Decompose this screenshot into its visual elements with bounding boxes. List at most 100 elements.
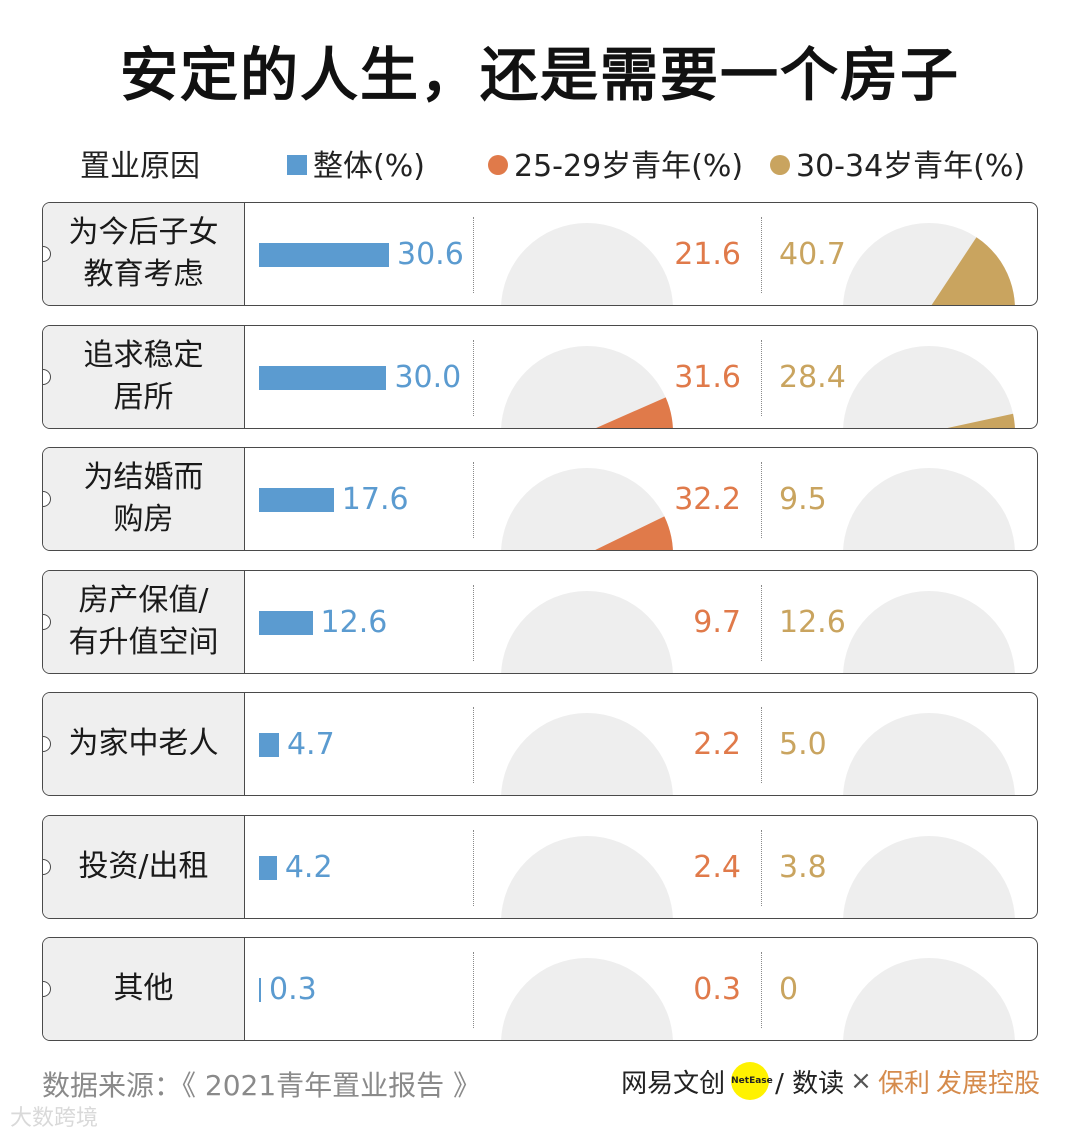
overall-bar [259, 733, 279, 757]
legend: 置业原因 整体(%) 25-29岁青年(%) 30-34岁青年(%) [0, 145, 1080, 189]
pie-mid-bg-6 [843, 958, 1015, 1040]
young-value: 0.3 [693, 972, 741, 1007]
young-value: 9.7 [693, 604, 741, 640]
overall-value: 30.0 [394, 359, 462, 395]
netease-logo-text: 网易文创 [621, 1068, 726, 1099]
column-divider-1 [473, 462, 474, 538]
row-label-line1: 为结婚而 [83, 460, 204, 495]
mid-value: 3.8 [779, 849, 827, 885]
overall-value: 4.2 [284, 849, 333, 885]
row-label: 为家中老人 [43, 693, 245, 795]
pie-young-2 [501, 468, 673, 550]
pie-mid-bg-3 [843, 590, 1015, 673]
pie-mid-slice-0 [931, 237, 1015, 305]
poly-logo-suffix: 发展控股 [935, 1068, 1040, 1099]
overall-bar [259, 855, 277, 880]
data-source: 数据来源：《 2021青年置业报告 》 [42, 1069, 482, 1102]
legend-30-34: 30-34岁青年(%) [770, 145, 1025, 189]
pie-young-bg-3 [501, 590, 673, 673]
column-divider-1 [473, 707, 474, 783]
row-label: 其他 [43, 938, 245, 1040]
legend-overall: 整体(%) [287, 145, 425, 189]
row-label-line2: 购房 [113, 502, 174, 537]
netease-circle-logo: NetEase [731, 1062, 773, 1100]
pie-young-3 [501, 590, 673, 673]
row-label-line2: 居所 [113, 379, 174, 415]
row-label-line1: 房产保值/ [78, 582, 209, 618]
young-value: 21.6 [674, 237, 741, 272]
column-divider-2 [761, 339, 762, 416]
row-label-line1: 为今后子女 [68, 215, 219, 250]
column-divider-2 [761, 952, 762, 1028]
watermark: 大数跨境 [10, 1106, 99, 1131]
overall-bar [259, 610, 313, 635]
pie-mid-bg-4 [843, 713, 1015, 795]
overall-bar [259, 488, 334, 512]
young-value: 31.6 [674, 359, 741, 395]
chart-row: 其他 0.3 0.3 0 [42, 937, 1038, 1041]
overall-value: 0.3 [269, 972, 317, 1007]
row-label: 为今后子女 教育考虑 [43, 203, 245, 305]
column-divider-1 [473, 217, 474, 293]
pie-mid-bg-5 [843, 835, 1015, 918]
row-label: 房产保值/有升值空间 [43, 570, 245, 673]
column-divider-1 [473, 584, 474, 661]
pie-mid-slice-1 [947, 413, 1015, 428]
pie-young-slice-2 [595, 516, 673, 550]
overall-value: 17.6 [341, 482, 409, 517]
legend-category-header: 置业原因 [80, 149, 200, 184]
pie-mid-1 [843, 345, 1015, 428]
page-title: 安定的人生，还是需要一个房子 [119, 41, 960, 109]
overall-bar [259, 365, 387, 390]
chart-row: 投资/出租 4.2 2.4 3.8 [42, 814, 1038, 919]
column-divider-2 [761, 462, 762, 538]
mid-value: 12.6 [779, 604, 846, 640]
column-divider-2 [761, 584, 762, 661]
legend-30-34-label: 30-34岁青年(%) [796, 149, 1026, 184]
mid-value: 5.0 [779, 727, 827, 762]
legend-25-29-dot [488, 154, 508, 175]
pie-mid-6 [843, 958, 1015, 1040]
pie-young-bg-0 [501, 223, 673, 305]
pie-mid-bg-1 [843, 345, 1015, 428]
row-label: 为结婚而 购房 [43, 448, 245, 550]
times-symbol: × [850, 1066, 872, 1096]
row-label-line1: 为家中老人 [68, 726, 219, 761]
pie-young-bg-6 [501, 958, 673, 1040]
mid-value: 40.7 [779, 237, 846, 272]
column-divider-2 [761, 829, 762, 906]
shudu-logo-text: / 数读 [775, 1068, 845, 1099]
pie-young-bg-5 [501, 835, 673, 918]
chart-row: 为今后子女 教育考虑 30.6 21.6 40.7 [42, 202, 1038, 306]
legend-25-29: 25-29岁青年(%) [488, 145, 743, 189]
row-label: 追求稳定 居所 [43, 325, 245, 428]
pie-young-bg-2 [501, 468, 673, 550]
chart-row: 为结婚而 购房 17.6 32.2 9.5 [42, 447, 1038, 551]
overall-value: 4.7 [286, 727, 335, 762]
mid-value: 9.5 [779, 482, 827, 517]
pie-young-4 [501, 713, 673, 795]
overall-bar [259, 243, 389, 267]
chart-row: 房产保值/有升值空间 12.6 9.7 12.6 [42, 569, 1038, 674]
legend-overall-swatch [287, 154, 307, 175]
row-label-line1: 投资/出租 [78, 848, 209, 884]
pie-young-bg-1 [501, 345, 673, 428]
column-divider-1 [473, 952, 474, 1028]
pie-mid-bg-2 [843, 468, 1015, 550]
pie-mid-3 [843, 590, 1015, 673]
pie-young-slice-1 [596, 396, 673, 428]
overall-value: 12.6 [320, 604, 388, 640]
chart-row: 为家中老人 4.7 2.2 5.0 [42, 692, 1038, 796]
poly-logo: 保利 [877, 1068, 930, 1099]
young-value: 2.4 [693, 849, 741, 885]
pie-young-1 [501, 345, 673, 428]
pie-young-bg-4 [501, 713, 673, 795]
young-value: 2.2 [693, 727, 741, 762]
row-label-line1: 其他 [113, 971, 174, 1006]
row-label-line1: 追求稳定 [83, 337, 204, 373]
legend-30-34-dot [770, 154, 790, 175]
overall-bar [259, 978, 261, 1002]
pie-mid-5 [843, 835, 1015, 918]
legend-overall-label: 整体(%) [313, 149, 425, 184]
overall-value: 30.6 [397, 237, 464, 272]
